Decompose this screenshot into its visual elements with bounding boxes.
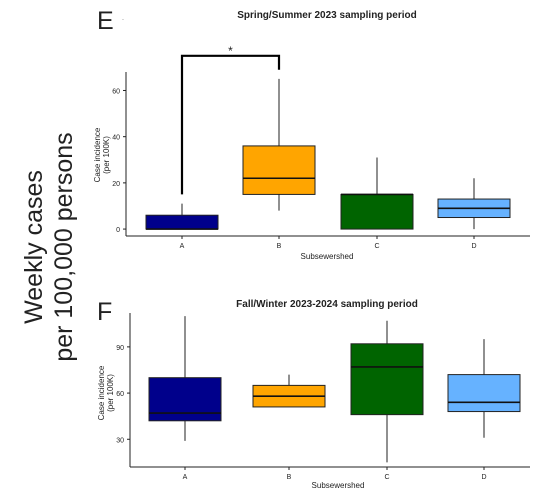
axes: 30 60 90 A B C D xyxy=(116,313,530,481)
y-tick-label: 40 xyxy=(112,135,120,142)
x-tick-label: C xyxy=(384,474,389,481)
y-tick-label: 60 xyxy=(116,391,124,398)
boxes xyxy=(148,316,521,463)
panel-letter: F xyxy=(97,298,112,326)
box-c xyxy=(340,193,414,230)
y-tick-label: 20 xyxy=(112,181,120,188)
panel-title: Spring/Summer 2023 sampling period xyxy=(237,10,417,21)
x-tick-label: D xyxy=(481,474,486,481)
x-tick-label: A xyxy=(180,243,185,250)
x-axis-label: Subsewershed xyxy=(312,481,365,490)
box-d xyxy=(447,374,521,413)
y-tick-label: 30 xyxy=(116,437,124,444)
axes: 0 20 40 60 A B C D xyxy=(112,72,530,250)
box-b xyxy=(242,145,316,195)
panel-ylabel-line2: (per 100K) xyxy=(102,136,111,174)
panel-ylabel-line1: Case incidence xyxy=(93,127,102,182)
x-tick-label: A xyxy=(183,474,188,481)
panel-ylabel-line2: (per 100K) xyxy=(106,374,115,412)
panel-e: E · Spring/Summer 2023 sampling period C… xyxy=(93,7,530,261)
significance-bracket xyxy=(180,54,281,195)
y-tick-label: 60 xyxy=(112,88,120,95)
panel-title: Fall/Winter 2023-2024 sampling period xyxy=(236,299,418,310)
x-tick-label: B xyxy=(287,474,292,481)
panel-f: F Fall/Winter 2023-2024 sampling period … xyxy=(97,298,530,490)
x-tick-label: D xyxy=(471,243,476,250)
box-c xyxy=(350,343,424,416)
x-axis-label: Subsewershed xyxy=(301,252,354,261)
panel-ylabel: Case incidence (per 100K) xyxy=(93,127,111,182)
box-a xyxy=(148,377,222,422)
x-tick-label: B xyxy=(277,243,282,250)
panel-marker: · xyxy=(122,17,124,23)
figure-ylabel: Weekly cases per 100,000 persons xyxy=(20,132,78,361)
boxes: * xyxy=(145,44,511,230)
figure-ylabel-line2: per 100,000 persons xyxy=(50,132,78,361)
box-a xyxy=(145,214,219,230)
y-tick-label: 0 xyxy=(116,227,120,234)
panel-ylabel-line1: Case incidence xyxy=(97,365,106,420)
significance-label: * xyxy=(228,44,233,58)
y-tick-label: 90 xyxy=(116,345,124,352)
x-tick-label: C xyxy=(374,243,379,250)
figure-ylabel-line1: Weekly cases xyxy=(20,170,48,324)
panel-ylabel: Case incidence (per 100K) xyxy=(97,365,115,420)
panel-letter: E xyxy=(97,7,114,35)
